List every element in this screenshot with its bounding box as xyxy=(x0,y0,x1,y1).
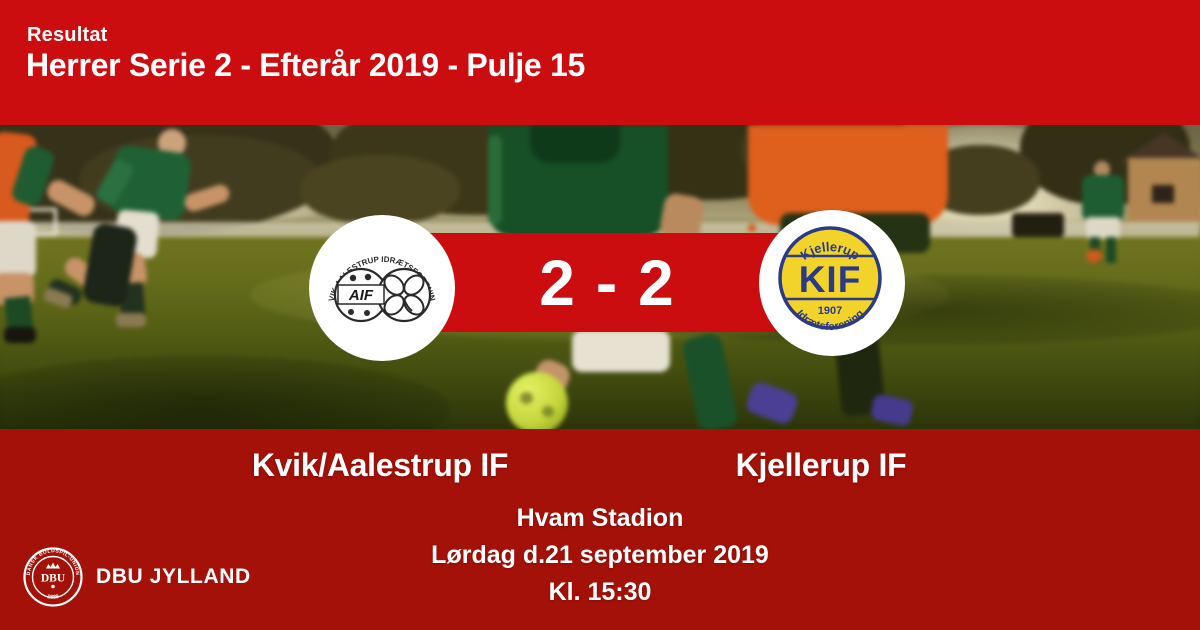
photo-shape xyxy=(4,327,36,343)
tree xyxy=(300,155,460,225)
photo-shape xyxy=(748,224,756,232)
dbu-abbr: DBU xyxy=(41,573,66,585)
photo-shape xyxy=(520,392,533,404)
score-home: 2 xyxy=(539,246,576,319)
photo-scene xyxy=(0,125,1200,429)
aif-crest-icon: KVIK-AALESTRUP IDRÆTSFORENING AIF xyxy=(309,215,437,323)
photo-shape xyxy=(530,125,620,163)
match-photo xyxy=(0,125,1200,429)
photo-shape xyxy=(542,406,554,417)
photo-shape xyxy=(0,221,36,277)
score-away: 2 xyxy=(638,246,675,319)
dbu-crest-icon: DANSK BOLDSPIL-UNION 1889 DBU xyxy=(23,547,83,607)
photo-shape xyxy=(1086,249,1102,263)
kif-crest-icon: Kjellerup KIF 1907 Idrætsforening xyxy=(778,226,882,333)
aif-abbr: AIF xyxy=(348,287,374,304)
home-team-logo: KVIK-AALESTRUP IDRÆTSFORENING AIF xyxy=(309,215,455,361)
venue: Hvam Stadion xyxy=(516,504,684,532)
svg-text:Kjellerup: Kjellerup xyxy=(798,239,863,263)
home-team-name: Kvik/Aalestrup IF xyxy=(251,447,509,483)
svg-text:1889: 1889 xyxy=(46,594,59,601)
away-team-name: Kjellerup IF xyxy=(735,447,907,483)
football xyxy=(506,372,568,429)
photo-shape xyxy=(1094,161,1110,178)
photo-shape xyxy=(488,135,502,225)
photo-shape xyxy=(1082,175,1124,221)
kif-abbr: KIF xyxy=(799,259,862,300)
player-orange-bib xyxy=(748,125,948,225)
away-team-logo: Kjellerup KIF 1907 Idrætsforening xyxy=(759,210,905,356)
result-label: Resultat xyxy=(27,24,108,46)
kif-top-text: Kjellerup xyxy=(798,239,863,263)
match-date: Lørdag d.21 september 2019 xyxy=(431,541,769,569)
organization-name: DBU JYLLAND xyxy=(96,565,251,588)
top-banner: Resultat Herrer Serie 2 - Efterår 2019 -… xyxy=(0,0,1200,125)
score-separator: - xyxy=(595,246,619,319)
player-central-shorts xyxy=(572,330,670,372)
dbu-year: 1889 xyxy=(46,594,59,601)
photo-shape xyxy=(1106,237,1116,263)
photo-shape xyxy=(1086,217,1120,239)
match-time: Kl. 15:30 xyxy=(548,578,652,606)
house-window xyxy=(1152,185,1174,203)
page-title: Herrer Serie 2 - Efterår 2019 - Pulje 15 xyxy=(26,47,585,83)
kif-year: 1907 xyxy=(818,305,842,317)
van xyxy=(1012,213,1064,237)
photo-shape xyxy=(116,313,146,327)
bottom-section: Kvik/Aalestrup IF Kjellerup IF Hvam Stad… xyxy=(0,429,1200,630)
